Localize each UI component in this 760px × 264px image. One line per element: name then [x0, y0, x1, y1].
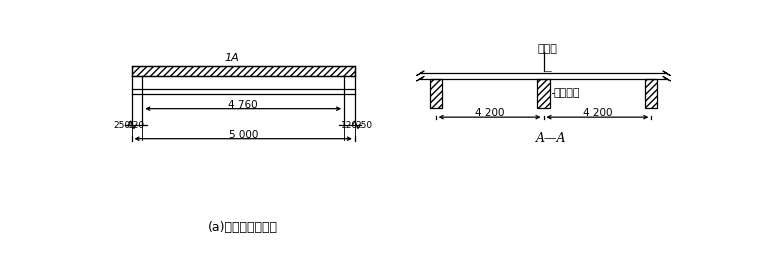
Text: 120: 120 [341, 121, 358, 130]
Text: 250: 250 [114, 121, 131, 130]
Text: 120: 120 [128, 121, 145, 130]
Text: 1A: 1A [224, 53, 239, 63]
Text: (a)屋面结构布置图: (a)屋面结构布置图 [208, 221, 278, 234]
Bar [537, 79, 549, 108]
Text: 一屋面梁: 一屋面梁 [553, 88, 580, 98]
Text: 4 760: 4 760 [229, 100, 258, 110]
Text: 屋面板: 屋面板 [537, 44, 557, 54]
Bar [429, 79, 442, 108]
Text: 5 000: 5 000 [229, 130, 258, 140]
Text: 250: 250 [356, 121, 372, 130]
Text: 4 200: 4 200 [583, 108, 612, 118]
Bar [645, 79, 657, 108]
Bar [131, 65, 355, 76]
Text: A—A: A—A [536, 132, 566, 145]
Text: 4 200: 4 200 [475, 108, 505, 118]
